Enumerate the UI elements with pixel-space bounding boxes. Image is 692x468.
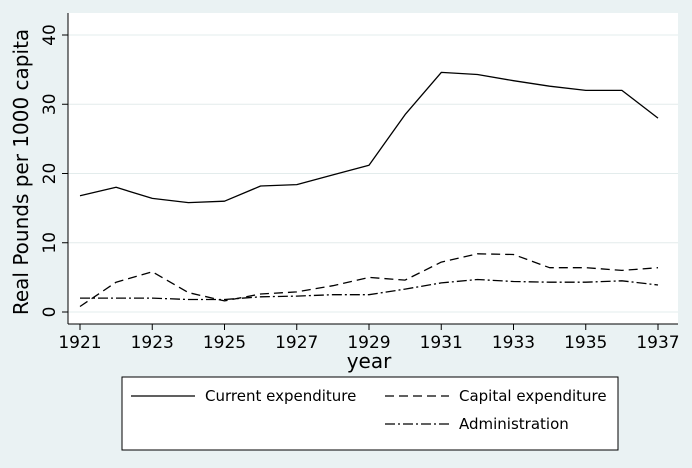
x-tick-label: 1921 [58,333,101,353]
x-tick-label: 1931 [420,333,463,353]
y-tick-label: 30 [40,93,60,115]
legend: Current expenditure Capital expenditure … [121,376,619,451]
axes [67,13,678,325]
series-line-administration [80,278,659,301]
series [79,71,659,308]
ticks: 0 10 20 30 40 1921 1923 1925 1927 1929 1931 1933 193… [40,24,680,353]
y-tick-label: 20 [40,163,60,185]
x-tick-label: 1933 [492,333,535,353]
x-tick-label: 1927 [275,333,318,353]
x-tick-label: 1935 [564,333,607,353]
y-tick-label: 10 [40,232,60,254]
gridlines [68,34,678,313]
x-tick-label: 1929 [347,333,390,353]
legend-label-capital: Capital expenditure [459,387,607,405]
legend-label-administration: Administration [459,415,569,433]
legend-box [121,376,619,451]
series-line-capital-expenditure [79,253,659,308]
x-axis-title: year [347,349,392,373]
x-tick-label: 1937 [636,333,679,353]
y-axis-title: Real Pounds per 1000 capita [9,29,33,315]
x-tick-label: 1923 [131,333,174,353]
x-tick-label: 1925 [203,333,246,353]
series-line-current-expenditure [79,71,659,204]
y-tick-label: 40 [40,24,60,46]
y-tick-label: 0 [40,307,60,318]
plot-area [68,13,678,324]
legend-label-current: Current expenditure [205,387,356,405]
